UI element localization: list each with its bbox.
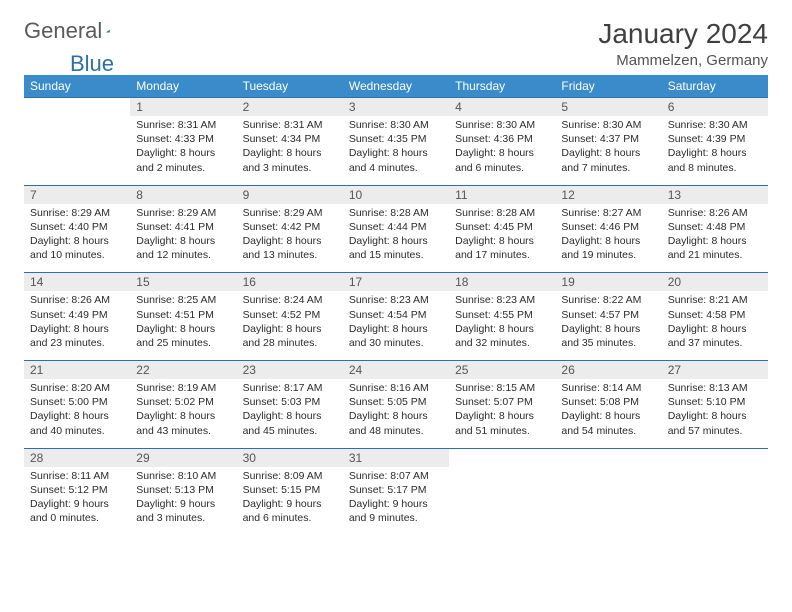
- weekday-header: Wednesday: [343, 75, 449, 98]
- day-cell: [555, 467, 661, 536]
- weekday-header: Sunday: [24, 75, 130, 98]
- date-number-row: 14151617181920: [24, 273, 768, 292]
- day-cell: [449, 467, 555, 536]
- date-number: 26: [555, 361, 661, 380]
- date-number: 18: [449, 273, 555, 292]
- date-number: 27: [662, 361, 768, 380]
- date-number: [662, 448, 768, 467]
- day-cell: Sunrise: 8:22 AMSunset: 4:57 PMDaylight:…: [555, 291, 661, 360]
- date-number: 29: [130, 448, 236, 467]
- date-number: 1: [130, 98, 236, 117]
- day-cell: Sunrise: 8:07 AMSunset: 5:17 PMDaylight:…: [343, 467, 449, 536]
- day-content-row: Sunrise: 8:29 AMSunset: 4:40 PMDaylight:…: [24, 204, 768, 273]
- date-number-row: 78910111213: [24, 185, 768, 204]
- date-number: 7: [24, 185, 130, 204]
- date-number-row: 21222324252627: [24, 361, 768, 380]
- date-number: 16: [237, 273, 343, 292]
- date-number-row: 28293031: [24, 448, 768, 467]
- day-cell: Sunrise: 8:28 AMSunset: 4:45 PMDaylight:…: [449, 204, 555, 273]
- date-number: 28: [24, 448, 130, 467]
- date-number: 19: [555, 273, 661, 292]
- day-cell: Sunrise: 8:29 AMSunset: 4:42 PMDaylight:…: [237, 204, 343, 273]
- day-cell: Sunrise: 8:29 AMSunset: 4:41 PMDaylight:…: [130, 204, 236, 273]
- day-cell: Sunrise: 8:14 AMSunset: 5:08 PMDaylight:…: [555, 379, 661, 448]
- weekday-header: Tuesday: [237, 75, 343, 98]
- weekday-header-row: Sunday Monday Tuesday Wednesday Thursday…: [24, 75, 768, 98]
- date-number: 5: [555, 98, 661, 117]
- date-number: 14: [24, 273, 130, 292]
- day-cell: Sunrise: 8:19 AMSunset: 5:02 PMDaylight:…: [130, 379, 236, 448]
- weekday-header: Saturday: [662, 75, 768, 98]
- day-cell: Sunrise: 8:30 AMSunset: 4:39 PMDaylight:…: [662, 116, 768, 185]
- day-cell: Sunrise: 8:09 AMSunset: 5:15 PMDaylight:…: [237, 467, 343, 536]
- day-cell: Sunrise: 8:31 AMSunset: 4:33 PMDaylight:…: [130, 116, 236, 185]
- date-number: [555, 448, 661, 467]
- day-cell: Sunrise: 8:30 AMSunset: 4:37 PMDaylight:…: [555, 116, 661, 185]
- weekday-header: Thursday: [449, 75, 555, 98]
- day-cell: Sunrise: 8:13 AMSunset: 5:10 PMDaylight:…: [662, 379, 768, 448]
- brand-logo: General: [24, 18, 130, 44]
- date-number: [449, 448, 555, 467]
- location: Mammelzen, Germany: [598, 52, 768, 69]
- calendar-table: Sunday Monday Tuesday Wednesday Thursday…: [24, 75, 768, 535]
- date-number: 15: [130, 273, 236, 292]
- day-content-row: Sunrise: 8:26 AMSunset: 4:49 PMDaylight:…: [24, 291, 768, 360]
- date-number: [24, 98, 130, 117]
- day-cell: Sunrise: 8:17 AMSunset: 5:03 PMDaylight:…: [237, 379, 343, 448]
- day-cell: Sunrise: 8:23 AMSunset: 4:55 PMDaylight:…: [449, 291, 555, 360]
- day-cell: [662, 467, 768, 536]
- date-number: 11: [449, 185, 555, 204]
- weekday-header: Friday: [555, 75, 661, 98]
- date-number: 22: [130, 361, 236, 380]
- brand-triangle-icon: [106, 22, 110, 40]
- weekday-header: Monday: [130, 75, 236, 98]
- day-cell: Sunrise: 8:23 AMSunset: 4:54 PMDaylight:…: [343, 291, 449, 360]
- date-number: 10: [343, 185, 449, 204]
- day-cell: Sunrise: 8:20 AMSunset: 5:00 PMDaylight:…: [24, 379, 130, 448]
- date-number: 21: [24, 361, 130, 380]
- day-cell: Sunrise: 8:27 AMSunset: 4:46 PMDaylight:…: [555, 204, 661, 273]
- date-number: 4: [449, 98, 555, 117]
- date-number: 2: [237, 98, 343, 117]
- day-content-row: Sunrise: 8:20 AMSunset: 5:00 PMDaylight:…: [24, 379, 768, 448]
- day-cell: Sunrise: 8:30 AMSunset: 4:36 PMDaylight:…: [449, 116, 555, 185]
- day-cell: Sunrise: 8:29 AMSunset: 4:40 PMDaylight:…: [24, 204, 130, 273]
- title-block: January 2024 Mammelzen, Germany: [598, 18, 768, 69]
- day-cell: Sunrise: 8:24 AMSunset: 4:52 PMDaylight:…: [237, 291, 343, 360]
- brand-part2: Blue: [70, 51, 114, 77]
- day-content-row: Sunrise: 8:11 AMSunset: 5:12 PMDaylight:…: [24, 467, 768, 536]
- date-number: 9: [237, 185, 343, 204]
- brand-part1: General: [24, 18, 102, 44]
- date-number: 3: [343, 98, 449, 117]
- day-cell: [24, 116, 130, 185]
- date-number: 25: [449, 361, 555, 380]
- day-cell: Sunrise: 8:10 AMSunset: 5:13 PMDaylight:…: [130, 467, 236, 536]
- day-cell: Sunrise: 8:26 AMSunset: 4:49 PMDaylight:…: [24, 291, 130, 360]
- day-cell: Sunrise: 8:30 AMSunset: 4:35 PMDaylight:…: [343, 116, 449, 185]
- day-cell: Sunrise: 8:11 AMSunset: 5:12 PMDaylight:…: [24, 467, 130, 536]
- day-cell: Sunrise: 8:16 AMSunset: 5:05 PMDaylight:…: [343, 379, 449, 448]
- date-number: 8: [130, 185, 236, 204]
- day-cell: Sunrise: 8:31 AMSunset: 4:34 PMDaylight:…: [237, 116, 343, 185]
- day-cell: Sunrise: 8:28 AMSunset: 4:44 PMDaylight:…: [343, 204, 449, 273]
- day-cell: Sunrise: 8:15 AMSunset: 5:07 PMDaylight:…: [449, 379, 555, 448]
- date-number: 24: [343, 361, 449, 380]
- date-number: 17: [343, 273, 449, 292]
- day-cell: Sunrise: 8:21 AMSunset: 4:58 PMDaylight:…: [662, 291, 768, 360]
- day-content-row: Sunrise: 8:31 AMSunset: 4:33 PMDaylight:…: [24, 116, 768, 185]
- date-number: 20: [662, 273, 768, 292]
- date-number: 31: [343, 448, 449, 467]
- header: General January 2024 Mammelzen, Germany: [24, 18, 768, 69]
- date-number: 12: [555, 185, 661, 204]
- day-cell: Sunrise: 8:25 AMSunset: 4:51 PMDaylight:…: [130, 291, 236, 360]
- month-title: January 2024: [598, 18, 768, 50]
- date-number: 13: [662, 185, 768, 204]
- date-number-row: 123456: [24, 98, 768, 117]
- day-cell: Sunrise: 8:26 AMSunset: 4:48 PMDaylight:…: [662, 204, 768, 273]
- date-number: 23: [237, 361, 343, 380]
- date-number: 30: [237, 448, 343, 467]
- date-number: 6: [662, 98, 768, 117]
